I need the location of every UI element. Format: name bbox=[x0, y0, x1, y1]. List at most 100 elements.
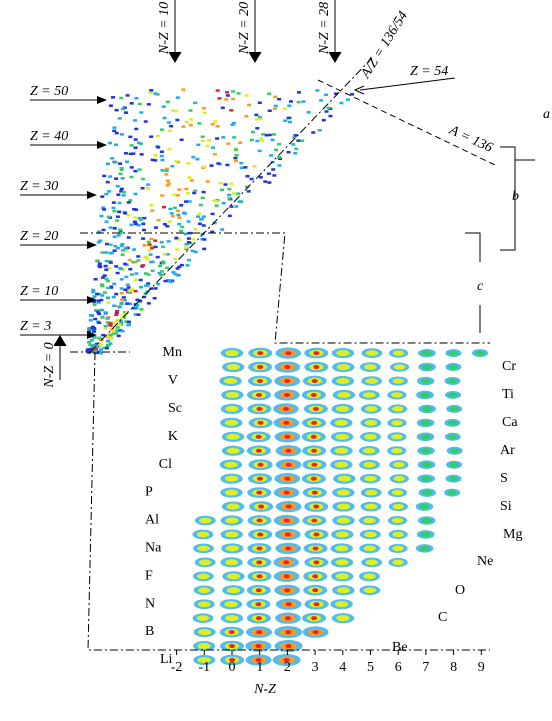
blob bbox=[108, 336, 113, 340]
blob bbox=[129, 223, 134, 227]
blob bbox=[335, 531, 349, 538]
blob bbox=[87, 351, 92, 354]
blob bbox=[263, 180, 268, 183]
blob bbox=[162, 222, 167, 226]
blob bbox=[141, 237, 146, 240]
blob bbox=[226, 433, 240, 440]
blob bbox=[126, 214, 131, 217]
blob bbox=[249, 177, 254, 181]
blob bbox=[125, 246, 130, 250]
blob bbox=[101, 333, 106, 337]
blob bbox=[224, 601, 238, 608]
blob bbox=[193, 101, 198, 105]
blob bbox=[111, 201, 116, 204]
blob bbox=[165, 179, 170, 182]
blob bbox=[269, 154, 274, 157]
blob bbox=[121, 296, 126, 299]
element-label: F bbox=[145, 568, 153, 583]
blob bbox=[200, 139, 205, 142]
blob bbox=[364, 364, 377, 370]
blob bbox=[199, 517, 212, 524]
blob bbox=[284, 379, 291, 383]
z-arrowhead bbox=[87, 296, 97, 304]
blob bbox=[98, 344, 103, 347]
blob bbox=[108, 333, 113, 336]
blob bbox=[111, 206, 116, 210]
blob bbox=[239, 166, 244, 170]
blob bbox=[87, 341, 92, 344]
blob bbox=[313, 351, 320, 356]
blob bbox=[273, 104, 278, 108]
blob bbox=[160, 245, 165, 249]
blob bbox=[255, 434, 262, 439]
blob bbox=[121, 249, 126, 252]
blob bbox=[176, 238, 181, 241]
blob bbox=[149, 287, 154, 290]
blob bbox=[363, 447, 376, 454]
blob bbox=[112, 249, 117, 252]
blob bbox=[161, 105, 166, 108]
blob bbox=[350, 93, 355, 96]
blob bbox=[255, 139, 260, 143]
blob bbox=[181, 211, 186, 214]
blob bbox=[133, 313, 138, 316]
blob bbox=[150, 158, 155, 162]
blob bbox=[226, 573, 241, 580]
blob bbox=[193, 250, 198, 254]
blob bbox=[270, 138, 275, 142]
blob bbox=[364, 503, 378, 510]
blob bbox=[193, 228, 198, 231]
blob bbox=[168, 280, 173, 284]
blob bbox=[120, 268, 125, 271]
blob bbox=[134, 272, 139, 275]
blob bbox=[311, 131, 316, 134]
blob bbox=[160, 194, 165, 197]
blob bbox=[152, 296, 157, 300]
blob bbox=[210, 123, 215, 126]
blob bbox=[224, 559, 239, 566]
blob bbox=[227, 193, 232, 197]
bracket-b bbox=[500, 146, 535, 251]
blob bbox=[191, 155, 196, 159]
blob bbox=[186, 241, 191, 244]
blob bbox=[122, 298, 127, 302]
blob bbox=[267, 133, 272, 137]
blob bbox=[147, 249, 152, 252]
blob bbox=[133, 260, 138, 264]
blob bbox=[285, 448, 292, 453]
blob bbox=[129, 166, 134, 169]
blob bbox=[99, 348, 104, 351]
blob bbox=[179, 204, 184, 207]
blob bbox=[153, 239, 158, 242]
blob bbox=[296, 100, 301, 104]
blob bbox=[257, 462, 264, 467]
blob bbox=[283, 560, 290, 565]
x-tick-label: 5 bbox=[367, 660, 374, 675]
blob bbox=[271, 168, 276, 171]
blob bbox=[336, 503, 351, 510]
x-tick-label: 3 bbox=[312, 660, 319, 675]
blob bbox=[186, 192, 191, 195]
blob bbox=[156, 282, 161, 286]
blob bbox=[102, 174, 107, 178]
blob bbox=[114, 319, 119, 322]
blob bbox=[159, 150, 164, 154]
blob bbox=[120, 107, 125, 111]
blob bbox=[310, 476, 317, 481]
blob bbox=[215, 137, 220, 140]
blob bbox=[209, 164, 214, 167]
blob bbox=[447, 378, 458, 384]
blob bbox=[102, 346, 107, 350]
blob bbox=[134, 208, 139, 211]
blob bbox=[121, 194, 126, 197]
blob bbox=[131, 260, 136, 264]
blob bbox=[111, 330, 116, 333]
blob bbox=[96, 299, 101, 302]
blob bbox=[128, 152, 133, 156]
blob bbox=[449, 406, 460, 412]
blob bbox=[257, 420, 264, 425]
blob bbox=[134, 305, 139, 309]
blob bbox=[126, 320, 131, 324]
blob bbox=[153, 287, 158, 290]
blob bbox=[272, 174, 277, 177]
